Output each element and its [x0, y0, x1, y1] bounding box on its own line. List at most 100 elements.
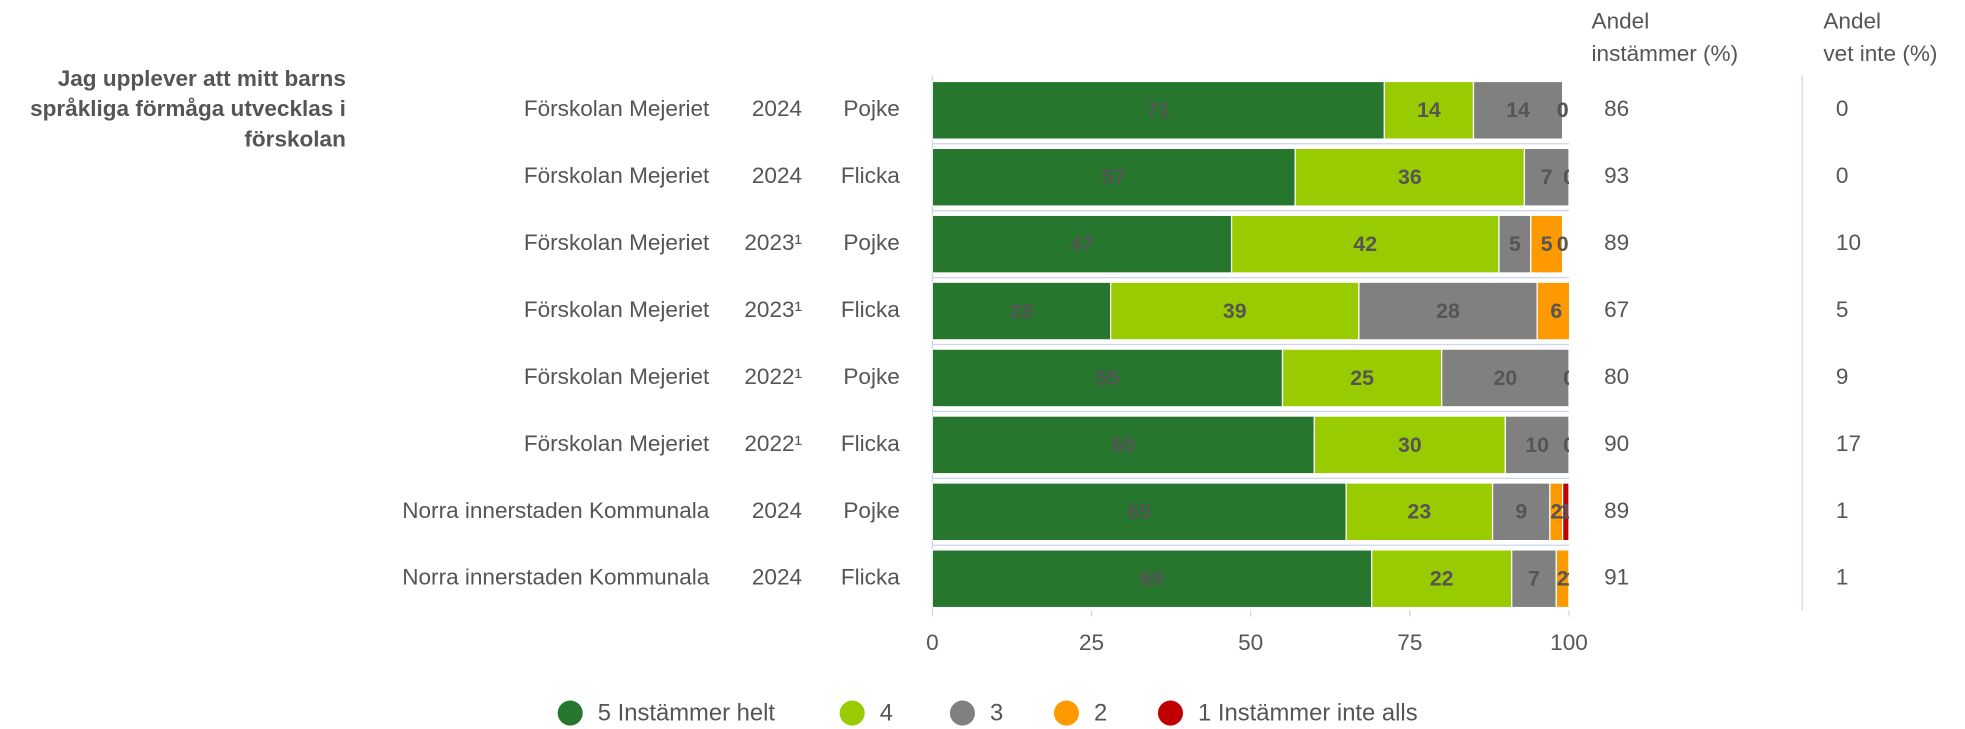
- unit-label: Förskolan Mejeriet: [524, 431, 710, 456]
- column-header: Andel: [1823, 9, 1881, 34]
- data-label: 57: [1102, 165, 1126, 189]
- unit-label: Förskolan Mejeriet: [524, 163, 710, 188]
- legend-label: 3: [990, 700, 1003, 727]
- column-value: 0: [1836, 96, 1849, 121]
- data-label: 0: [1563, 433, 1575, 457]
- unit-label: Förskolan Mejeriet: [524, 96, 710, 121]
- data-label: 20: [1493, 366, 1517, 390]
- year-label: 2023¹: [744, 230, 802, 255]
- column-value: 5: [1836, 297, 1849, 322]
- data-label: 7: [1528, 567, 1540, 591]
- year-label: 2022¹: [744, 364, 802, 389]
- data-label: 47: [1070, 232, 1094, 256]
- legend-label: 2: [1094, 700, 1107, 727]
- x-tick-label: 100: [1550, 630, 1588, 655]
- bar-segment: [1358, 281, 1538, 341]
- x-tick-label: 25: [1079, 630, 1104, 655]
- column-value: 0: [1836, 163, 1849, 188]
- bar-segment: [1472, 80, 1564, 140]
- bar-segment: [1536, 281, 1569, 341]
- column-value: 91: [1604, 565, 1629, 590]
- column-value: 89: [1604, 498, 1629, 523]
- gender-label: Pojke: [843, 498, 899, 523]
- data-label: 14: [1417, 98, 1441, 122]
- bar-segment: [932, 147, 1296, 207]
- bar-segment: [932, 214, 1233, 274]
- bar-segment: [1491, 482, 1551, 542]
- data-label: 65: [1127, 500, 1151, 524]
- data-label: 23: [1408, 500, 1432, 524]
- data-label: 0: [1563, 165, 1575, 189]
- gender-label: Flicka: [841, 431, 900, 456]
- bar-segment: [932, 549, 1373, 609]
- data-label: 0: [1557, 98, 1569, 122]
- data-label: 0: [1563, 433, 1575, 457]
- unit-label: Förskolan Mejeriet: [524, 230, 710, 255]
- data-label: 69: [1140, 567, 1164, 591]
- data-label: 39: [1223, 299, 1247, 323]
- legend-marker: [839, 700, 865, 726]
- column-header: instämmer (%): [1592, 41, 1739, 66]
- data-label: 2: [1557, 567, 1569, 591]
- bar-segment: [1109, 281, 1360, 341]
- year-label: 2024: [752, 96, 802, 121]
- year-label: 2024: [752, 163, 802, 188]
- bar-segment: [1441, 348, 1569, 408]
- column-value: 86: [1604, 96, 1629, 121]
- data-label: 5: [1509, 232, 1521, 256]
- data-label: 6: [1550, 299, 1562, 323]
- column-value: 1: [1836, 498, 1849, 523]
- title: förskolan: [244, 126, 345, 151]
- legend-marker: [1053, 700, 1079, 726]
- bar-segment: [1530, 214, 1564, 274]
- unit-label: Norra innerstaden Kommunala: [402, 498, 710, 523]
- gender-label: Pojke: [843, 230, 899, 255]
- unit-label: Förskolan Mejeriet: [524, 297, 710, 322]
- year-label: 2023¹: [744, 297, 802, 322]
- column-value: 10: [1836, 230, 1861, 255]
- data-label: 7: [1541, 165, 1553, 189]
- data-label: 28: [1010, 299, 1034, 323]
- data-label: 30: [1398, 433, 1422, 457]
- bar-segment: [1511, 549, 1557, 609]
- data-label: 22: [1430, 567, 1454, 591]
- legend-marker: [557, 700, 583, 726]
- data-label: 0: [1569, 299, 1581, 323]
- data-label: 25: [1350, 366, 1374, 390]
- data-label: 55: [1096, 366, 1120, 390]
- data-label: 71: [1147, 98, 1171, 122]
- bar-segment: [1281, 348, 1443, 408]
- data-label: 0: [1557, 232, 1569, 256]
- bar-segment: [1523, 147, 1569, 207]
- bar-segment: [1230, 214, 1500, 274]
- unit-label: Förskolan Mejeriet: [524, 364, 710, 389]
- bar-segment: [1568, 549, 1569, 609]
- column-value: 67: [1604, 297, 1629, 322]
- data-label: 10: [1525, 433, 1549, 457]
- bar-segment: [932, 348, 1284, 408]
- column-header: Andel: [1592, 9, 1650, 34]
- column-value: 90: [1604, 431, 1629, 456]
- data-label: 1: [1560, 500, 1572, 524]
- gender-label: Flicka: [841, 565, 900, 590]
- year-label: 2024: [752, 565, 802, 590]
- gender-label: Flicka: [841, 163, 900, 188]
- data-label: 0: [1563, 366, 1575, 390]
- legend-label: 1 Instämmer inte alls: [1198, 700, 1418, 727]
- bar-segment: [1345, 482, 1494, 542]
- x-tick-label: 75: [1397, 630, 1422, 655]
- data-label: 36: [1398, 165, 1422, 189]
- legend-label: 5 Instämmer helt: [598, 700, 776, 727]
- x-tick-label: 0: [926, 630, 939, 655]
- data-label: 0: [1563, 366, 1575, 390]
- year-label: 2024: [752, 498, 802, 523]
- column-value: 93: [1604, 163, 1629, 188]
- column-value: 9: [1836, 364, 1849, 389]
- title: Jag upplever att mitt barns: [58, 66, 346, 91]
- legend-label: 4: [880, 700, 893, 727]
- data-label: 1: [1566, 567, 1578, 591]
- column-value: 89: [1604, 230, 1629, 255]
